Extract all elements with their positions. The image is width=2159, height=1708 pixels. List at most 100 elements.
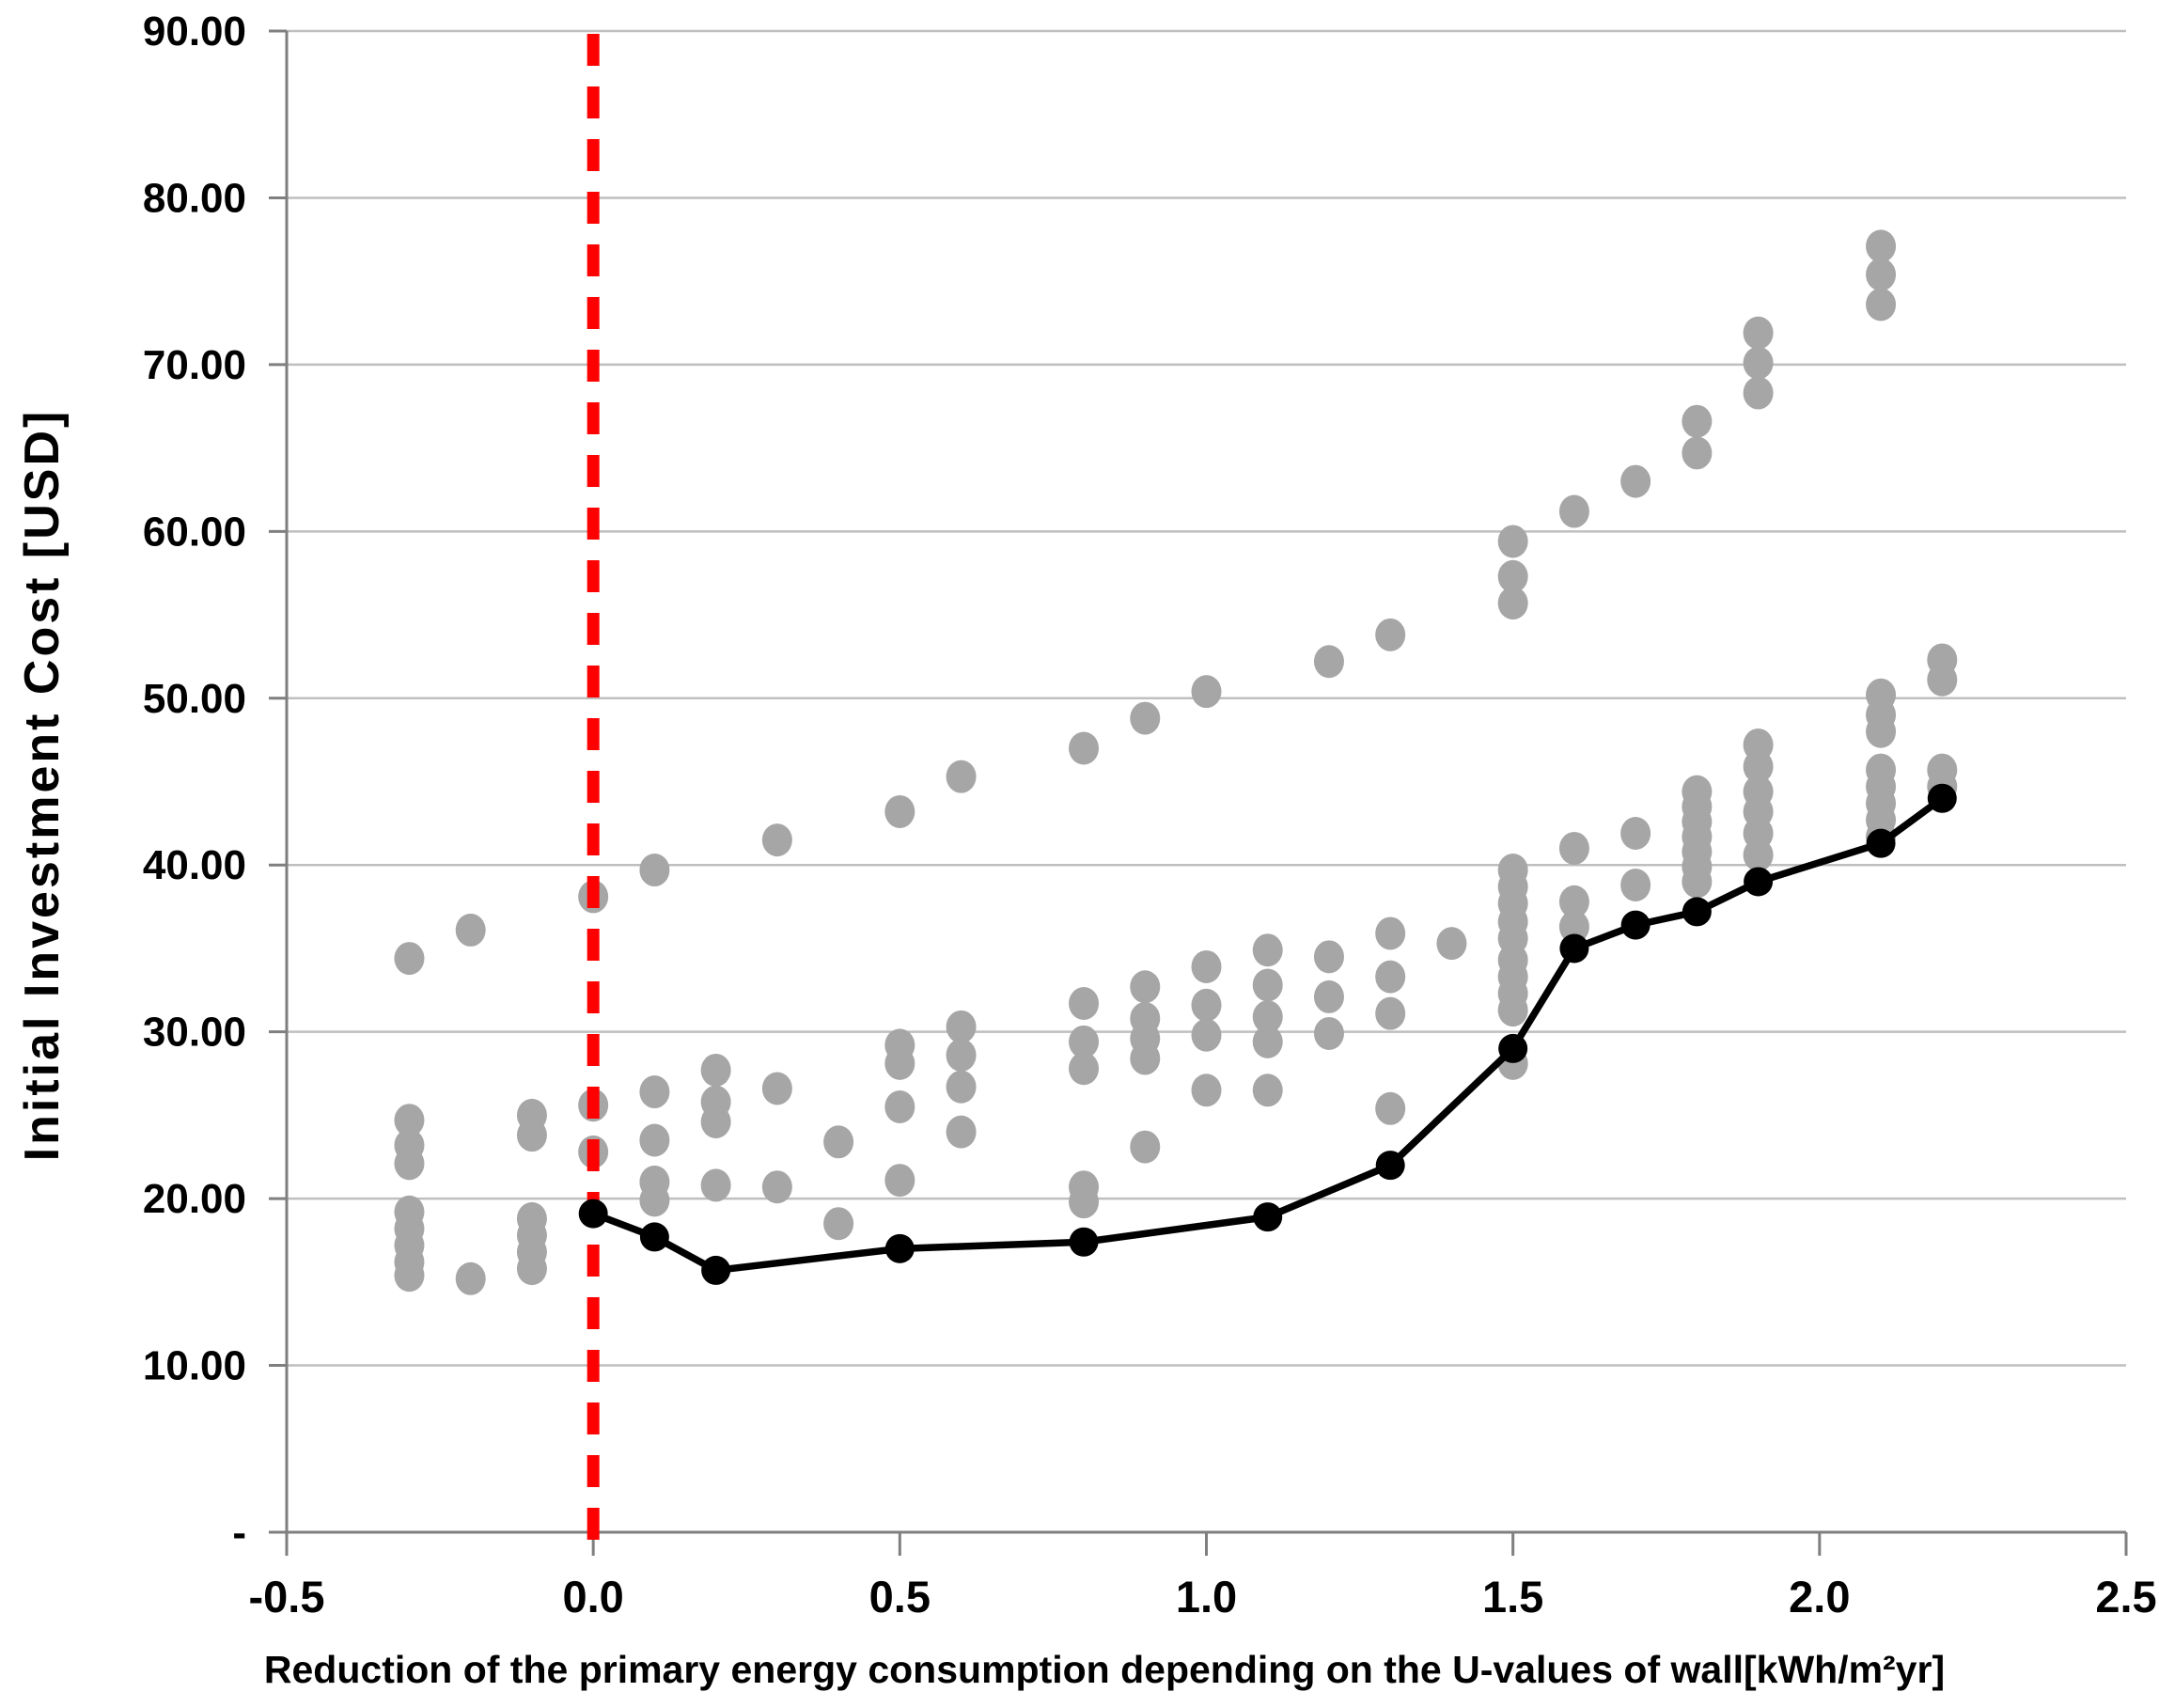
gray-data-point bbox=[1866, 229, 1897, 263]
gray-data-point bbox=[1191, 988, 1222, 1022]
gray-data-point bbox=[1252, 1000, 1283, 1034]
y-axis-title: Initial Investment Cost [USD] bbox=[15, 409, 70, 1162]
gray-data-point bbox=[700, 1168, 731, 1202]
gray-data-point bbox=[1375, 618, 1406, 651]
pareto-data-point bbox=[1682, 897, 1712, 927]
gray-data-point bbox=[1069, 1052, 1100, 1086]
y-tick-label: - bbox=[232, 1510, 246, 1556]
x-axis-title: Reduction of the primary energy consumpt… bbox=[264, 1648, 1945, 1691]
gray-data-point bbox=[1866, 258, 1897, 291]
x-tick-label: -0.5 bbox=[249, 1572, 325, 1622]
gray-data-point bbox=[1743, 346, 1774, 380]
gray-data-point bbox=[1252, 1073, 1283, 1107]
gray-data-point bbox=[1558, 831, 1589, 865]
x-tick-label: 0.5 bbox=[869, 1572, 931, 1622]
y-tick-label: 40.00 bbox=[143, 842, 246, 888]
gray-data-point bbox=[394, 1259, 425, 1293]
gray-data-point bbox=[1375, 960, 1406, 994]
y-tick-label: 80.00 bbox=[143, 175, 246, 221]
gray-data-point bbox=[1497, 994, 1528, 1027]
gray-data-point bbox=[1375, 1091, 1406, 1125]
gray-data-point bbox=[1069, 1025, 1100, 1058]
gray-data-point bbox=[1191, 949, 1222, 983]
gray-data-point bbox=[1130, 970, 1161, 1004]
gray-data-point bbox=[884, 1164, 915, 1198]
gray-data-point bbox=[394, 1104, 425, 1137]
gray-data-point bbox=[394, 942, 425, 976]
gray-data-point bbox=[761, 1170, 792, 1204]
x-tick-labels-group: -0.5 0.0 0.5 1.0 1.5 2.0 2.5 bbox=[249, 1572, 2157, 1622]
y-tick-label: 70.00 bbox=[143, 342, 246, 388]
gray-data-point bbox=[1743, 838, 1774, 872]
gray-data-point bbox=[1069, 987, 1100, 1021]
gray-data-point bbox=[1130, 701, 1161, 735]
gray-data-point bbox=[884, 1090, 915, 1124]
y-tick-label: 50.00 bbox=[143, 676, 246, 722]
gray-data-point bbox=[639, 854, 670, 887]
gray-data-point bbox=[1130, 1130, 1161, 1164]
gray-data-point bbox=[1743, 750, 1774, 784]
y-tick-label: 60.00 bbox=[143, 509, 246, 555]
gray-data-point bbox=[639, 1183, 670, 1217]
pareto-data-point bbox=[1069, 1227, 1099, 1257]
gray-data-point bbox=[1191, 675, 1222, 709]
gray-data-point bbox=[1743, 376, 1774, 410]
gray-data-point bbox=[700, 1053, 731, 1087]
gray-data-point bbox=[1743, 316, 1774, 350]
y-tick-label: 20.00 bbox=[143, 1176, 246, 1222]
gray-data-point bbox=[1620, 869, 1651, 902]
y-tick-label: 10.00 bbox=[143, 1343, 246, 1389]
axes-group bbox=[285, 31, 2126, 1534]
gray-data-point bbox=[1497, 559, 1528, 593]
gray-data-point bbox=[1558, 910, 1589, 944]
gray-data-point bbox=[1682, 404, 1713, 438]
gray-data-point bbox=[1927, 663, 1958, 697]
gray-data-point bbox=[946, 1010, 977, 1043]
gray-data-point bbox=[639, 1075, 670, 1109]
tick-marks-group bbox=[269, 29, 2128, 1556]
gray-data-point bbox=[1620, 464, 1651, 498]
gray-data-point bbox=[455, 913, 486, 947]
pareto-data-point bbox=[1559, 933, 1589, 964]
gray-data-point bbox=[946, 1115, 977, 1149]
y-tick-label: 30.00 bbox=[143, 1010, 246, 1056]
gray-data-point bbox=[1069, 1185, 1100, 1219]
gray-data-point bbox=[1252, 1025, 1283, 1058]
x-tick-label: 1.0 bbox=[1176, 1572, 1237, 1622]
scatter-series-group bbox=[394, 229, 1958, 1295]
x-tick-label: 1.5 bbox=[1482, 1572, 1543, 1622]
pareto-data-point bbox=[1375, 1151, 1405, 1181]
x-tick-label: 0.0 bbox=[562, 1572, 623, 1622]
gray-data-point bbox=[823, 1207, 854, 1241]
gray-data-point bbox=[1191, 1018, 1222, 1052]
gray-data-point bbox=[1069, 731, 1100, 765]
pareto-data-point bbox=[639, 1222, 669, 1252]
gray-data-point bbox=[1191, 1073, 1222, 1107]
gray-data-point bbox=[1620, 817, 1651, 851]
pareto-data-point bbox=[1253, 1202, 1283, 1232]
gray-data-point bbox=[639, 1123, 670, 1157]
gray-data-point bbox=[884, 794, 915, 828]
gray-data-point bbox=[1313, 979, 1344, 1013]
gray-data-point bbox=[1866, 714, 1897, 748]
pareto-series-group bbox=[578, 783, 1957, 1285]
gray-data-point bbox=[1313, 645, 1344, 679]
gray-data-point bbox=[761, 823, 792, 857]
gray-data-point bbox=[516, 1252, 547, 1286]
pareto-data-point bbox=[1744, 867, 1774, 897]
gray-data-point bbox=[455, 1261, 486, 1295]
pareto-data-point bbox=[578, 1199, 608, 1229]
gray-data-point bbox=[1313, 940, 1344, 974]
y-tick-label: 90.00 bbox=[143, 8, 246, 55]
gray-data-point bbox=[946, 1039, 977, 1073]
gray-data-point bbox=[394, 1147, 425, 1181]
gray-data-point bbox=[1252, 968, 1283, 1002]
gray-data-point bbox=[884, 1046, 915, 1080]
gray-data-point bbox=[946, 1070, 977, 1104]
gray-data-point bbox=[1558, 885, 1589, 918]
gray-data-point bbox=[1130, 1042, 1161, 1075]
gray-data-point bbox=[1558, 494, 1589, 528]
gray-data-point bbox=[1252, 933, 1283, 967]
